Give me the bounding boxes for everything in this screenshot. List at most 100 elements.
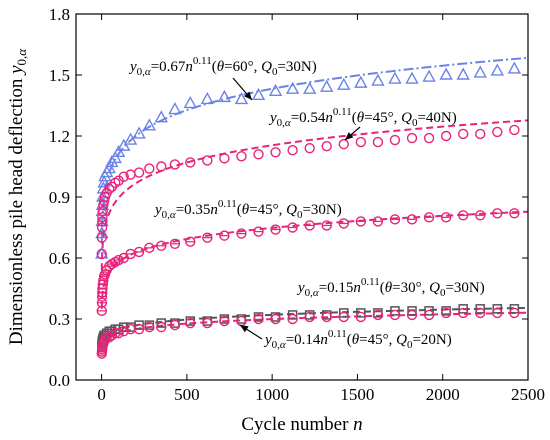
data-point-s3 (118, 252, 129, 264)
data-point-s1 (111, 144, 126, 157)
data-point-s1 (456, 67, 470, 80)
data-point-s3 (169, 238, 181, 249)
data-point-s2 (96, 248, 107, 260)
data-point-s3 (185, 236, 196, 247)
data-point-s3 (287, 222, 298, 233)
data-point-s5 (144, 321, 155, 333)
data-point-s3 (219, 230, 230, 241)
data-point-s1 (154, 110, 168, 123)
x-tick-label: 0 (97, 385, 106, 404)
data-point-s2 (492, 126, 503, 138)
x-tick-label: 500 (174, 385, 200, 404)
data-point-s5 (133, 323, 145, 335)
data-point-s4 (339, 308, 349, 318)
data-point-s2 (219, 153, 230, 164)
data-point-s5 (440, 307, 452, 319)
data-point-s1 (108, 150, 122, 164)
data-point-s4 (287, 310, 298, 320)
data-point-s3 (492, 208, 503, 219)
data-point-s2 (372, 136, 384, 148)
data-point-s5 (509, 307, 520, 319)
data-point-s2 (321, 140, 332, 152)
data-point-s5 (372, 309, 384, 321)
equation-annotations: y0,α=0.67n0.11(θ=60°, Q0=30N) y0,α=0.54n0… (128, 55, 485, 351)
data-point-s1 (168, 102, 182, 115)
data-point-s5 (475, 307, 486, 319)
data-point-s4 (390, 306, 400, 316)
data-point-s1 (95, 226, 109, 239)
equation-annotation-3: y0,α=0.35n0.11(θ=45°, Q0=30N) (153, 198, 342, 221)
data-point-s4 (509, 304, 520, 314)
annotation-arrowhead-5 (240, 325, 249, 333)
data-point-s5 (113, 328, 124, 339)
data-point-s2 (304, 142, 315, 154)
data-point-s1 (320, 79, 334, 92)
data-point-s1 (405, 71, 419, 84)
data-point-s1 (217, 89, 232, 103)
data-point-s5 (355, 311, 367, 323)
data-point-s2 (97, 206, 108, 217)
data-point-s2 (118, 171, 129, 182)
data-point-s2 (457, 128, 469, 140)
data-point-s2 (389, 134, 401, 146)
data-point-s2 (104, 183, 115, 195)
data-point-s1 (490, 63, 504, 76)
data-point-s3 (389, 214, 401, 225)
x-tick-label: 1000 (255, 385, 289, 404)
y-tick-label: 0.3 (49, 310, 70, 329)
y-tick-label: 0.0 (49, 371, 70, 390)
data-point-s3 (202, 232, 213, 243)
data-point-s4 (134, 320, 144, 330)
data-point-s5 (202, 317, 213, 329)
data-point-s5 (169, 319, 181, 331)
data-point-s3 (304, 220, 315, 231)
data-point-s3 (321, 220, 332, 231)
equation-annotation-4: y0,α=0.15n0.11(θ=30°, Q0=30N) (296, 276, 485, 299)
y-tick-label: 1.8 (49, 5, 70, 24)
data-point-s5 (118, 326, 129, 337)
data-point-s3 (509, 208, 520, 219)
data-markers (95, 61, 522, 359)
data-point-s4 (119, 322, 129, 332)
data-point-s5 (219, 315, 230, 327)
data-point-s5 (185, 317, 196, 329)
data-point-s2 (253, 149, 264, 160)
data-point-s2 (133, 167, 145, 178)
tick-labels: 0 500 1000 1500 2000 2500 0.0 0.3 0.6 0.9 1.2 1.5 1.… (49, 5, 545, 404)
data-point-s5 (492, 307, 503, 319)
y-tick-label: 0.6 (49, 249, 70, 268)
data-point-s1 (388, 71, 402, 84)
data-point-s2 (185, 157, 196, 168)
x-tick-label: 2000 (426, 385, 460, 404)
data-point-s5 (253, 313, 264, 325)
data-point-s1 (97, 175, 111, 188)
data-point-s1 (105, 154, 119, 168)
data-point-s4 (424, 306, 434, 316)
x-axis-title: Cycle number n (241, 414, 362, 435)
data-point-s4 (156, 318, 167, 328)
data-point-s3 (338, 218, 349, 229)
annotation-arrowhead-2 (345, 132, 354, 140)
data-point-s3 (156, 240, 167, 252)
data-point-s2 (423, 132, 435, 144)
data-point-s1 (473, 65, 487, 78)
data-point-s1 (507, 61, 522, 74)
data-point-s3 (133, 246, 145, 258)
data-point-s2 (96, 232, 108, 243)
data-point-s5 (270, 313, 281, 325)
data-point-s1 (371, 73, 385, 86)
data-point-s4 (475, 304, 485, 314)
data-point-s3 (355, 216, 367, 227)
data-point-s1 (123, 132, 138, 145)
data-point-s1 (234, 91, 249, 105)
data-point-s4 (458, 304, 468, 314)
data-point-s5 (321, 311, 332, 323)
data-point-s2 (156, 161, 167, 172)
x-tick-label: 2500 (511, 385, 545, 404)
data-point-s2 (509, 124, 520, 136)
data-point-s3 (253, 226, 264, 237)
data-point-s3 (440, 212, 452, 223)
data-point-s2 (202, 155, 213, 166)
data-point-s2 (440, 130, 452, 142)
data-point-s1 (354, 75, 368, 88)
